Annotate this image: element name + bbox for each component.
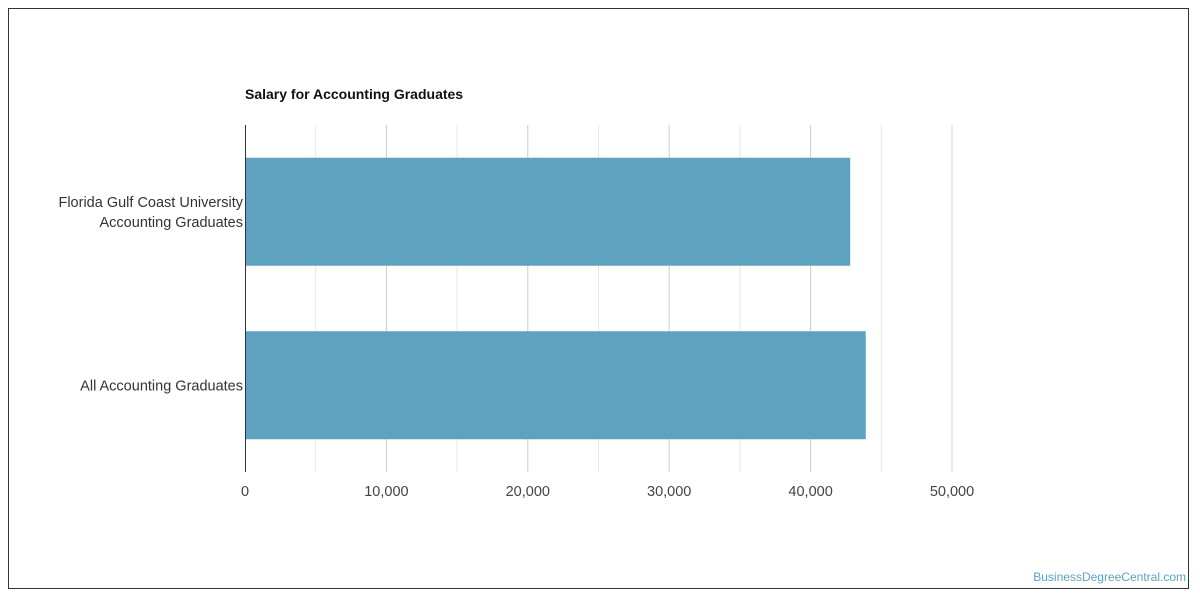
x-tick-label: 30,000	[647, 484, 691, 500]
x-tick-label: 20,000	[506, 484, 550, 500]
category-label: All Accounting Graduates	[80, 378, 243, 394]
x-tick-label: 10,000	[364, 484, 408, 500]
bar	[245, 331, 866, 440]
x-tick-label: 50,000	[930, 484, 974, 500]
chart-frame	[8, 8, 1189, 589]
category-label: Florida Gulf Coast University	[58, 195, 243, 211]
chart-title: Salary for Accounting Graduates	[245, 86, 464, 102]
category-label: Accounting Graduates	[100, 215, 243, 231]
bar	[245, 157, 851, 266]
x-tick-label: 0	[241, 484, 249, 500]
source-credit[interactable]: BusinessDegreeCentral.com	[1033, 570, 1186, 584]
x-tick-label: 40,000	[788, 484, 832, 500]
